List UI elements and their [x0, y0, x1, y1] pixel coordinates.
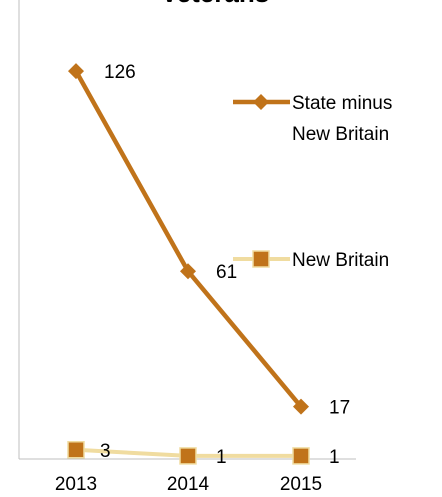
x-tick-label: 2013 — [55, 474, 97, 495]
data-label: 61 — [216, 262, 237, 283]
legend-label: New Britain — [292, 250, 389, 271]
legend-diamond-marker — [253, 94, 269, 110]
square-marker — [292, 447, 310, 465]
legend-square-marker — [252, 250, 270, 268]
series-0: 126 61 17 — [68, 62, 350, 419]
chart-title: Veterans — [161, 0, 269, 8]
series-1: 3 1 1 — [67, 441, 340, 468]
x-tick-label: 2014 — [167, 474, 210, 495]
data-label: 126 — [104, 62, 136, 83]
data-label: 3 — [100, 441, 111, 462]
square-marker — [179, 447, 197, 465]
legend-entry-state-minus: State minus New Britain — [233, 93, 392, 145]
diamond-marker — [180, 263, 196, 280]
legend: State minus New Britain New Britain — [233, 93, 392, 271]
series-line — [74, 70, 303, 409]
legend-entry-new-britain: New Britain — [233, 250, 389, 271]
data-label: 1 — [216, 447, 227, 468]
square-marker — [67, 441, 85, 459]
data-label: 17 — [329, 398, 350, 419]
legend-label: New Britain — [292, 124, 389, 145]
data-label: 1 — [329, 447, 340, 468]
series-layer: 3 1 1 126 61 17 — [67, 62, 350, 468]
x-tick-label: 2015 — [280, 474, 322, 495]
diamond-marker — [68, 63, 84, 80]
legend-label: State minus — [292, 93, 392, 114]
x-tick-labels: 2013 2014 2015 — [55, 474, 322, 495]
diamond-marker — [293, 398, 309, 415]
